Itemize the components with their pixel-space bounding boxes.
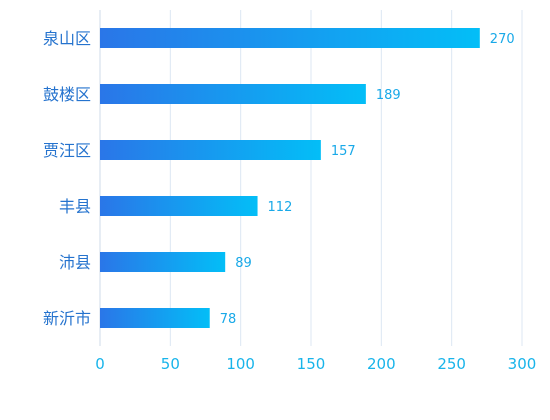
value-label: 78 [220,312,237,327]
category-label: 泉山区 [43,29,91,48]
bar-5 [100,308,210,328]
bar-3 [100,196,258,216]
grid-lines [99,10,523,346]
category-label: 鼓楼区 [43,85,91,104]
labels: 0 50 100 150 200 250 300 泉山区 270 鼓楼区 189 贾汪区 157 丰县 11… [43,29,536,373]
category-label: 新沂市 [43,309,91,328]
value-label: 270 [490,32,515,47]
bar-2 [100,140,321,160]
bar-0 [100,28,480,48]
x-tick-label: 50 [161,355,180,373]
value-label: 112 [268,200,293,215]
bars [100,28,480,328]
x-tick-label: 150 [297,355,326,373]
x-tick-label: 100 [226,355,255,373]
x-tick-label: 200 [367,355,396,373]
category-label: 贾汪区 [43,141,91,160]
category-label: 丰县 [59,197,91,216]
category-label: 沛县 [59,253,91,272]
x-tick-label: 0 [95,355,105,373]
x-tick-label: 300 [508,355,537,373]
x-tick-label: 250 [437,355,466,373]
value-label: 89 [235,256,252,271]
value-label: 189 [376,88,401,103]
bar-4 [100,252,226,272]
bar-1 [100,84,366,104]
value-label: 157 [331,144,356,159]
